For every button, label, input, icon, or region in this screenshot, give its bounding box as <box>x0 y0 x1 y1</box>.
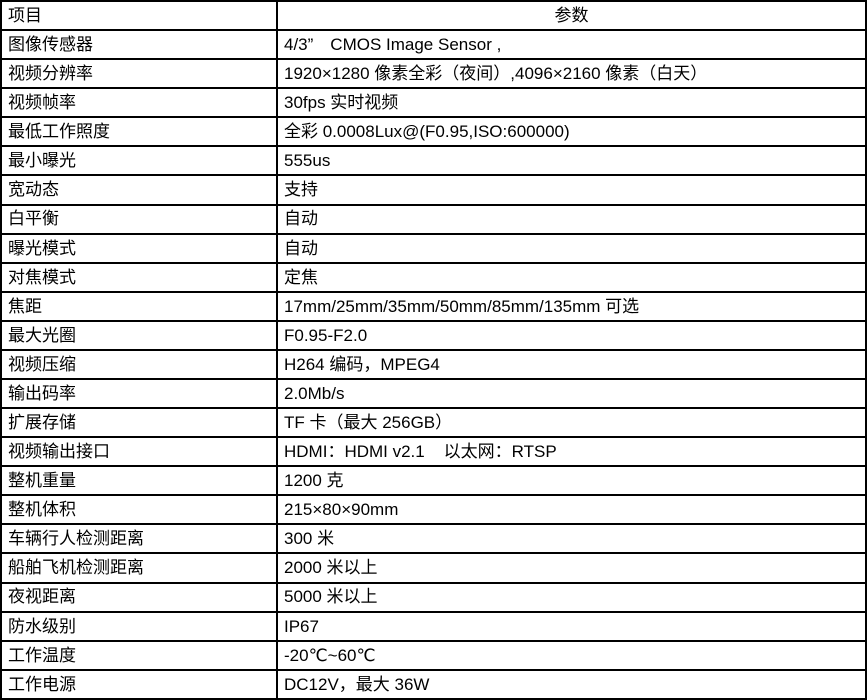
spec-item-cell: 扩展存储 <box>0 407 278 439</box>
table-row: 工作电源 DC12V，最大 36W <box>0 668 867 700</box>
table-row: 夜视距离 5000 米以上 <box>0 581 867 613</box>
spec-value-cell: 自动 <box>276 232 867 264</box>
spec-item-cell: 最低工作照度 <box>0 116 278 148</box>
spec-item-cell: 白平衡 <box>0 203 278 235</box>
spec-item-cell: 工作电源 <box>0 668 278 700</box>
spec-item-cell: 船舶飞机检测距离 <box>0 552 278 584</box>
spec-item-cell: 整机重量 <box>0 465 278 497</box>
spec-value-cell: -20℃~60℃ <box>276 639 867 671</box>
table-row: 整机体积 215×80×90mm <box>0 494 867 526</box>
spec-item-cell: 工作温度 <box>0 639 278 671</box>
spec-item-cell: 视频压缩 <box>0 348 278 381</box>
spec-value-cell: 自动 <box>276 203 867 235</box>
spec-value-cell: 2.0Mb/s <box>276 378 867 410</box>
spec-item-cell: 防水级别 <box>0 610 278 642</box>
table-row: 图像传感器 4/3” CMOS Image Sensor , <box>0 29 867 61</box>
spec-value-cell: H264 编码，MPEG4 <box>276 348 867 381</box>
spec-item-cell: 图像传感器 <box>0 29 278 61</box>
table-row: 最低工作照度 全彩 0.0008Lux@(F0.95,ISO:600000) <box>0 116 867 148</box>
spec-item-cell: 最大光圈 <box>0 319 278 351</box>
table-row: 车辆行人检测距离 300 米 <box>0 523 867 555</box>
spec-item-cell: 宽动态 <box>0 174 278 206</box>
table-row: 防水级别 IP67 <box>0 610 867 642</box>
spec-value-cell: HDMI：HDMI v2.1 以太网：RTSP <box>276 436 867 468</box>
table-row: 工作温度 -20℃~60℃ <box>0 639 867 671</box>
table-row: 整机重量 1200 克 <box>0 465 867 497</box>
spec-value-cell: 300 米 <box>276 523 867 555</box>
spec-value-cell: 5000 米以上 <box>276 581 867 613</box>
table-row: 最小曝光 555us <box>0 145 867 177</box>
table-row: 视频帧率 30fps 实时视频 <box>0 87 867 119</box>
spec-value-cell: 4/3” CMOS Image Sensor , <box>276 29 867 61</box>
spec-item-cell: 视频分辨率 <box>0 58 278 90</box>
spec-value-cell: DC12V，最大 36W <box>276 668 867 700</box>
spec-value-cell: IP67 <box>276 610 867 642</box>
table-row: 视频分辨率 1920×1280 像素全彩（夜间）,4096×2160 像素（白天… <box>0 58 867 90</box>
spec-item-cell: 焦距 <box>0 290 278 322</box>
spec-value-cell: 17mm/25mm/35mm/50mm/85mm/135mm 可选 <box>276 290 867 322</box>
table-row: 扩展存储 TF 卡（最大 256GB） <box>0 407 867 439</box>
spec-value-cell: 全彩 0.0008Lux@(F0.95,ISO:600000) <box>276 116 867 148</box>
table-row: 输出码率 2.0Mb/s <box>0 378 867 410</box>
table-row: 白平衡 自动 <box>0 203 867 235</box>
table-row: 对焦模式 定焦 <box>0 261 867 293</box>
spec-item-cell: 视频帧率 <box>0 87 278 119</box>
spec-item-cell: 曝光模式 <box>0 232 278 264</box>
header-cell-item: 项目 <box>0 0 278 32</box>
spec-value-cell: 30fps 实时视频 <box>276 87 867 119</box>
spec-item-cell: 整机体积 <box>0 494 278 526</box>
spec-value-cell: 1920×1280 像素全彩（夜间）,4096×2160 像素（白天） <box>276 58 867 90</box>
spec-value-cell: 215×80×90mm <box>276 494 867 526</box>
spec-item-cell: 最小曝光 <box>0 145 278 177</box>
spec-item-cell: 夜视距离 <box>0 581 278 613</box>
table-row: 最大光圈 F0.95-F2.0 <box>0 319 867 351</box>
spec-item-cell: 输出码率 <box>0 378 278 410</box>
spec-value-cell: 555us <box>276 145 867 177</box>
table-row: 视频输出接口 HDMI：HDMI v2.1 以太网：RTSP <box>0 436 867 468</box>
header-cell-param: 参数 <box>276 0 867 32</box>
spec-item-cell: 车辆行人检测距离 <box>0 523 278 555</box>
spec-value-cell: 支持 <box>276 174 867 206</box>
spec-value-cell: F0.95-F2.0 <box>276 319 867 351</box>
spec-value-cell: 定焦 <box>276 261 867 293</box>
table-header-row: 项目 参数 <box>0 0 867 32</box>
table-row: 视频压缩 H264 编码，MPEG4 <box>0 348 867 381</box>
spec-value-cell: TF 卡（最大 256GB） <box>276 407 867 439</box>
spec-item-cell: 对焦模式 <box>0 261 278 293</box>
spec-item-cell: 视频输出接口 <box>0 436 278 468</box>
table-row: 船舶飞机检测距离 2000 米以上 <box>0 552 867 584</box>
table-row: 宽动态 支持 <box>0 174 867 206</box>
table-row: 焦距 17mm/25mm/35mm/50mm/85mm/135mm 可选 <box>0 290 867 322</box>
table-row: 曝光模式 自动 <box>0 232 867 264</box>
spec-value-cell: 2000 米以上 <box>276 552 867 584</box>
spec-value-cell: 1200 克 <box>276 465 867 497</box>
